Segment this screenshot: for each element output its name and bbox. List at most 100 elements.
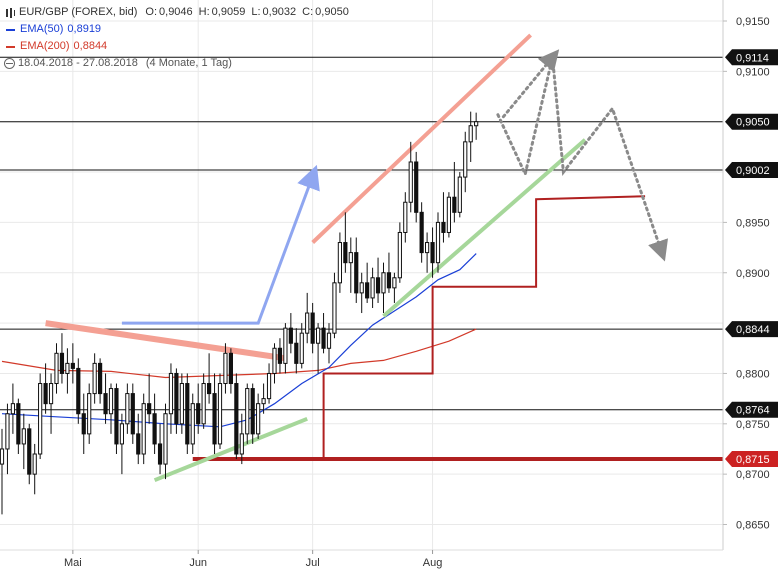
candle — [16, 398, 21, 455]
candle-up-body — [359, 282, 364, 294]
close-label: C: — [302, 6, 314, 18]
candle-up-body — [0, 448, 5, 465]
range-toggle-icon[interactable] — [4, 58, 15, 69]
candle — [332, 272, 337, 339]
candle — [239, 413, 244, 465]
candle-down-body — [212, 393, 217, 445]
candle — [457, 172, 462, 218]
candle-up-body — [348, 252, 353, 264]
candle-up-body — [299, 332, 304, 364]
candle-down-body — [103, 393, 108, 415]
candle-up-body — [54, 352, 59, 385]
candle — [354, 237, 359, 303]
candle — [266, 363, 272, 404]
close-value: 0,9050 — [315, 6, 349, 18]
ema200-value: 0,8844 — [73, 40, 108, 52]
candle-down-body — [136, 433, 141, 455]
candle — [130, 383, 135, 444]
candle-up-body — [21, 428, 26, 445]
candle-down-body — [228, 352, 234, 385]
level-badge: 0,9050 — [725, 113, 778, 130]
candle — [174, 368, 179, 434]
chart-legend: EUR/GBP (FOREX, bid) O: 0,9046 H: 0,9059… — [4, 4, 351, 72]
candle-up-body — [190, 403, 195, 445]
candle — [76, 358, 81, 424]
candle-up-body — [10, 403, 16, 415]
legend-instrument-row: EUR/GBP (FOREX, bid) O: 0,9046 H: 0,9059… — [4, 4, 351, 21]
candle-up-body — [141, 403, 146, 455]
candle — [108, 383, 114, 434]
candle — [27, 423, 32, 485]
level-badge-label: 0,8715 — [736, 454, 770, 466]
candle-down-body — [294, 342, 299, 364]
candles — [0, 111, 479, 515]
candle — [125, 383, 130, 434]
projection-target-arrow — [501, 49, 560, 119]
y-tick-label: 0,9100 — [736, 66, 770, 78]
ema50-swatch-icon — [6, 28, 15, 31]
candle-up-body — [179, 383, 184, 425]
candle-up-body — [425, 242, 430, 254]
candle — [403, 192, 408, 243]
candle-up-body — [261, 398, 266, 405]
projection-path — [496, 56, 669, 262]
candle — [10, 383, 16, 434]
candle-up-body — [239, 433, 244, 455]
horizontal-levels — [0, 56, 723, 462]
candle — [381, 262, 386, 314]
candle-up-body — [92, 362, 97, 395]
ema200-swatch-icon — [6, 45, 15, 48]
candle — [419, 202, 424, 263]
candle — [430, 227, 435, 278]
candle — [0, 428, 5, 515]
candle-up-body — [38, 383, 43, 455]
candle — [294, 328, 299, 374]
candle-down-body — [365, 282, 370, 299]
candle-up-body — [283, 327, 288, 364]
candle — [114, 383, 119, 455]
candle — [223, 343, 228, 394]
candle — [474, 112, 479, 140]
candle-down-body — [419, 211, 424, 254]
candle — [321, 313, 326, 354]
level-badge: 0,9114 — [725, 49, 778, 66]
level-badge-shape — [725, 451, 778, 468]
legend-ema50-row: EMA(50) 0,8919 — [4, 21, 351, 38]
level-badge-shape — [725, 401, 778, 418]
high-label: H: — [198, 6, 210, 18]
y-tick-label: 0,8700 — [736, 469, 770, 481]
candle — [21, 413, 26, 470]
candle-up-body — [305, 312, 310, 334]
level-badge-label: 0,9050 — [736, 117, 770, 129]
candle — [446, 192, 451, 238]
candle — [343, 212, 348, 273]
candle-up-body — [168, 372, 174, 415]
short-support-line — [153, 416, 308, 483]
candle — [441, 192, 446, 243]
candle — [98, 358, 103, 404]
candle — [386, 252, 392, 293]
candle-up-body — [217, 383, 223, 445]
candle-down-body — [98, 362, 103, 395]
open-value: 0,9046 — [159, 6, 193, 18]
candle-down-body — [452, 196, 457, 213]
candle-up-body — [223, 352, 228, 385]
candle — [168, 363, 174, 434]
candle-up-body — [474, 121, 479, 127]
candle-down-body — [147, 403, 152, 415]
candle — [59, 333, 65, 384]
y-tick-label: 0,8950 — [736, 217, 770, 229]
x-tick-label: Aug — [423, 557, 443, 569]
candle-down-body — [375, 277, 381, 294]
candle-down-body — [157, 443, 163, 465]
y-tick-label: 0,9150 — [736, 16, 770, 28]
candle-down-body — [196, 403, 201, 425]
candle-down-body — [414, 161, 419, 213]
level-badge-label: 0,9114 — [736, 52, 769, 64]
candle — [234, 373, 239, 460]
y-tick-label: 0,8900 — [736, 268, 770, 280]
candle-up-body — [392, 277, 397, 289]
candle — [92, 353, 97, 404]
